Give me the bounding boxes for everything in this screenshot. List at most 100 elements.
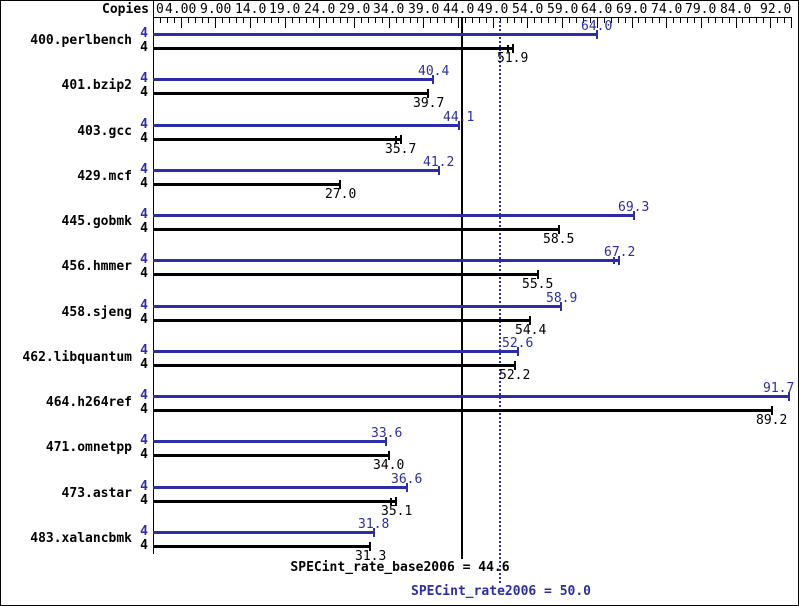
x-axis-major-tick	[181, 17, 182, 28]
x-axis-minor-tick	[742, 17, 743, 23]
x-axis-minor-tick	[583, 17, 584, 23]
y-axis-line	[153, 1, 154, 554]
x-axis-minor-tick	[195, 17, 196, 23]
peak-value-label: 33.6	[371, 426, 403, 441]
peak-bar	[153, 33, 597, 36]
bar-end-cap	[596, 30, 598, 39]
peak-value-label: 69.3	[618, 200, 650, 215]
base-value-label: 35.1	[381, 504, 413, 519]
x-axis-minor-tick	[403, 17, 404, 23]
base-value-label: 39.7	[413, 96, 445, 111]
x-axis-minor-tick	[271, 17, 272, 23]
peak-metric-summary: SPECint_rate2006 = 50.0	[410, 584, 592, 599]
x-axis-minor-tick	[756, 17, 757, 23]
benchmark-label: 429.mcf	[77, 169, 132, 184]
bar-end-cap	[406, 483, 408, 492]
x-axis-major-tick	[250, 17, 251, 28]
peak-copies-label: 4	[140, 26, 148, 41]
peak-reference-line	[499, 17, 501, 583]
x-axis-minor-tick	[472, 17, 473, 23]
base-value-label: 35.7	[385, 142, 417, 157]
benchmark-label: 403.gcc	[77, 124, 132, 139]
x-axis-minor-tick	[687, 17, 688, 23]
x-axis-tick-label: 19.0	[269, 2, 301, 17]
base-value-label: 27.0	[325, 187, 357, 202]
x-axis-minor-tick	[652, 17, 653, 23]
base-copies-label: 4	[140, 221, 148, 236]
x-axis-minor-tick	[465, 17, 466, 23]
benchmark-label: 462.libquantum	[22, 350, 132, 365]
base-bar	[153, 364, 515, 367]
bar-range-marker	[395, 136, 397, 143]
x-axis-minor-tick	[368, 17, 369, 23]
bar-end-cap	[788, 392, 790, 401]
bar-end-cap	[633, 211, 635, 220]
x-axis-major-tick	[736, 17, 737, 28]
bar-range-marker	[507, 45, 509, 52]
x-axis-major-tick	[319, 17, 320, 28]
x-axis-tick-label: 69.0	[616, 2, 648, 17]
x-axis-major-tick	[458, 17, 459, 28]
x-axis-minor-tick	[382, 17, 383, 23]
peak-copies-label: 4	[140, 162, 148, 177]
x-axis-major-tick	[389, 17, 390, 28]
base-bar	[153, 47, 513, 50]
peak-value-label: 44.1	[443, 110, 475, 125]
peak-value-label: 64.0	[581, 19, 613, 34]
bar-end-cap	[339, 180, 341, 189]
base-value-label: 31.3	[355, 549, 387, 564]
base-value-label: 52.2	[499, 368, 531, 383]
peak-bar	[153, 486, 407, 489]
base-copies-label: 4	[140, 447, 148, 462]
x-axis-minor-tick	[326, 17, 327, 23]
base-value-label: 55.5	[522, 277, 554, 292]
x-axis-major-tick	[562, 17, 563, 28]
x-axis-minor-tick	[278, 17, 279, 23]
bar-end-cap	[512, 44, 514, 53]
bar-end-cap	[560, 302, 562, 311]
base-reference-line	[461, 17, 463, 559]
benchmark-label: 473.astar	[61, 486, 132, 501]
base-value-label: 51.9	[497, 51, 529, 66]
x-axis-minor-tick	[208, 17, 209, 23]
peak-copies-label: 4	[140, 252, 148, 267]
base-copies-label: 4	[140, 357, 148, 372]
x-axis-major-tick	[354, 17, 355, 28]
x-axis-minor-tick	[375, 17, 376, 23]
base-bar	[153, 228, 559, 231]
x-axis-minor-tick	[708, 17, 709, 23]
x-axis-minor-tick	[236, 17, 237, 23]
base-value-label: 89.2	[756, 413, 788, 428]
x-axis-minor-tick	[618, 17, 619, 23]
x-axis-tick-label: 79.0	[685, 2, 717, 17]
x-axis-minor-tick	[645, 17, 646, 23]
base-copies-label: 4	[140, 40, 148, 55]
x-axis-minor-tick	[222, 17, 223, 23]
peak-value-label: 36.6	[391, 472, 423, 487]
peak-value-label: 91.7	[763, 381, 795, 396]
base-bar	[153, 454, 389, 457]
x-axis-major-tick	[423, 17, 424, 28]
peak-bar	[153, 531, 374, 534]
x-axis-minor-tick	[521, 17, 522, 23]
base-copies-label: 4	[140, 131, 148, 146]
x-axis-minor-tick	[534, 17, 535, 23]
base-bar	[153, 319, 530, 322]
x-axis-tick-label: 39.0	[408, 2, 440, 17]
base-metric-summary: SPECint_rate_base2006 = 44.6	[290, 560, 510, 575]
x-axis-minor-tick	[430, 17, 431, 23]
x-axis-minor-tick	[777, 17, 778, 23]
peak-value-label: 52.6	[502, 336, 534, 351]
base-copies-label: 4	[140, 493, 148, 508]
benchmark-label: 464.h264ref	[45, 395, 132, 410]
peak-bar	[153, 395, 789, 398]
base-bar	[153, 138, 401, 141]
x-axis-minor-tick	[576, 17, 577, 23]
x-axis-minor-tick	[417, 17, 418, 23]
bar-end-cap	[438, 166, 440, 175]
base-copies-label: 4	[140, 312, 148, 327]
x-axis-minor-tick	[625, 17, 626, 23]
x-axis-minor-tick	[479, 17, 480, 23]
bar-end-cap	[427, 89, 429, 98]
x-axis-tick-label: 92.0	[760, 2, 792, 17]
